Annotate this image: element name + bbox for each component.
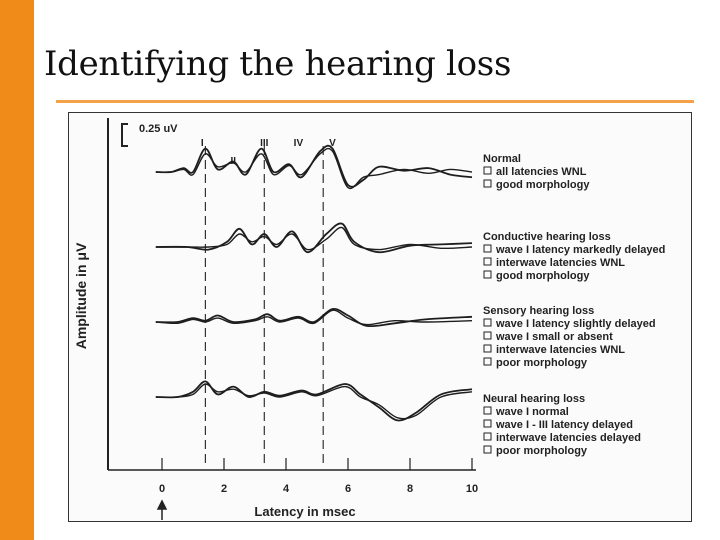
trace-note: wave I normal [495,406,569,418]
x-tick-label: 0 [159,483,165,495]
slide-title: Identifying the hearing loss [44,44,512,84]
trace-note: wave I - III latency delayed [495,419,633,431]
scale-bar [121,123,128,147]
x-axis-label: Latency in msec [254,504,355,519]
waveform-trace [155,383,473,420]
traces-group [155,144,473,422]
trace-note: good morphology [496,270,590,282]
trace-note: wave I latency slightly delayed [495,318,656,330]
x-tick-label: 10 [466,483,478,495]
checkbox-square-icon [483,445,492,454]
trace-note: interwave latencies WNL [496,344,625,356]
checkbox-square-icon [483,357,492,366]
x-tick-label: 6 [345,483,351,495]
trace-name: Conductive hearing loss [483,231,611,243]
wave-label: III [260,138,269,149]
trace-note: wave I latency markedly delayed [495,244,665,256]
abr-waveform-chart: 0.25 uV Amplitude in μV Latency in msec … [68,112,692,522]
trace-name: Normal [483,153,521,165]
checkbox-square-icon [483,257,492,266]
checkbox-square-icon [483,166,492,175]
scale-label: 0.25 uV [139,123,178,135]
waveform-trace [155,380,473,422]
waveform-trace [155,147,473,190]
waveform-trace [155,222,473,254]
trace-note: poor morphology [496,445,588,457]
checkbox-square-icon [483,419,492,428]
trace-note: good morphology [496,179,590,191]
checkbox-square-icon [483,179,492,188]
zero-arrow-icon [156,499,168,520]
checkbox-square-icon [483,331,492,340]
trace-note: poor morphology [496,357,588,369]
title-underline [56,100,694,103]
wave-label: V [329,138,336,149]
waveform-trace [155,226,473,251]
checkbox-square-icon [483,318,492,327]
x-tick-label: 2 [221,483,227,495]
trace-note: wave I small or absent [495,331,613,343]
slide-sidebar-accent [0,0,34,540]
trace-name: Sensory hearing loss [483,305,594,317]
waveform-trace [155,309,473,326]
checkbox-square-icon [483,406,492,415]
checkbox-square-icon [483,244,492,253]
reference-lines-group [204,146,324,464]
checkbox-square-icon [483,432,492,441]
trace-name: Neural hearing loss [483,393,585,405]
checkbox-square-icon [483,344,492,353]
y-axis-label: Amplitude in μV [73,242,89,349]
wave-label: IV [294,138,304,149]
trace-note: interwave latencies delayed [496,432,641,444]
wave-label: I [201,138,204,149]
waveform-trace [155,307,473,328]
x-ticks-group: 0 2 4 6 8 10 [159,458,478,495]
checkbox-square-icon [483,270,492,279]
trace-note: all latencies WNL [496,166,587,178]
waveform-trace [155,144,473,188]
trace-note: interwave latencies WNL [496,257,625,269]
figure-border [68,112,692,522]
x-tick-label: 8 [407,483,413,495]
x-tick-label: 4 [283,483,290,495]
